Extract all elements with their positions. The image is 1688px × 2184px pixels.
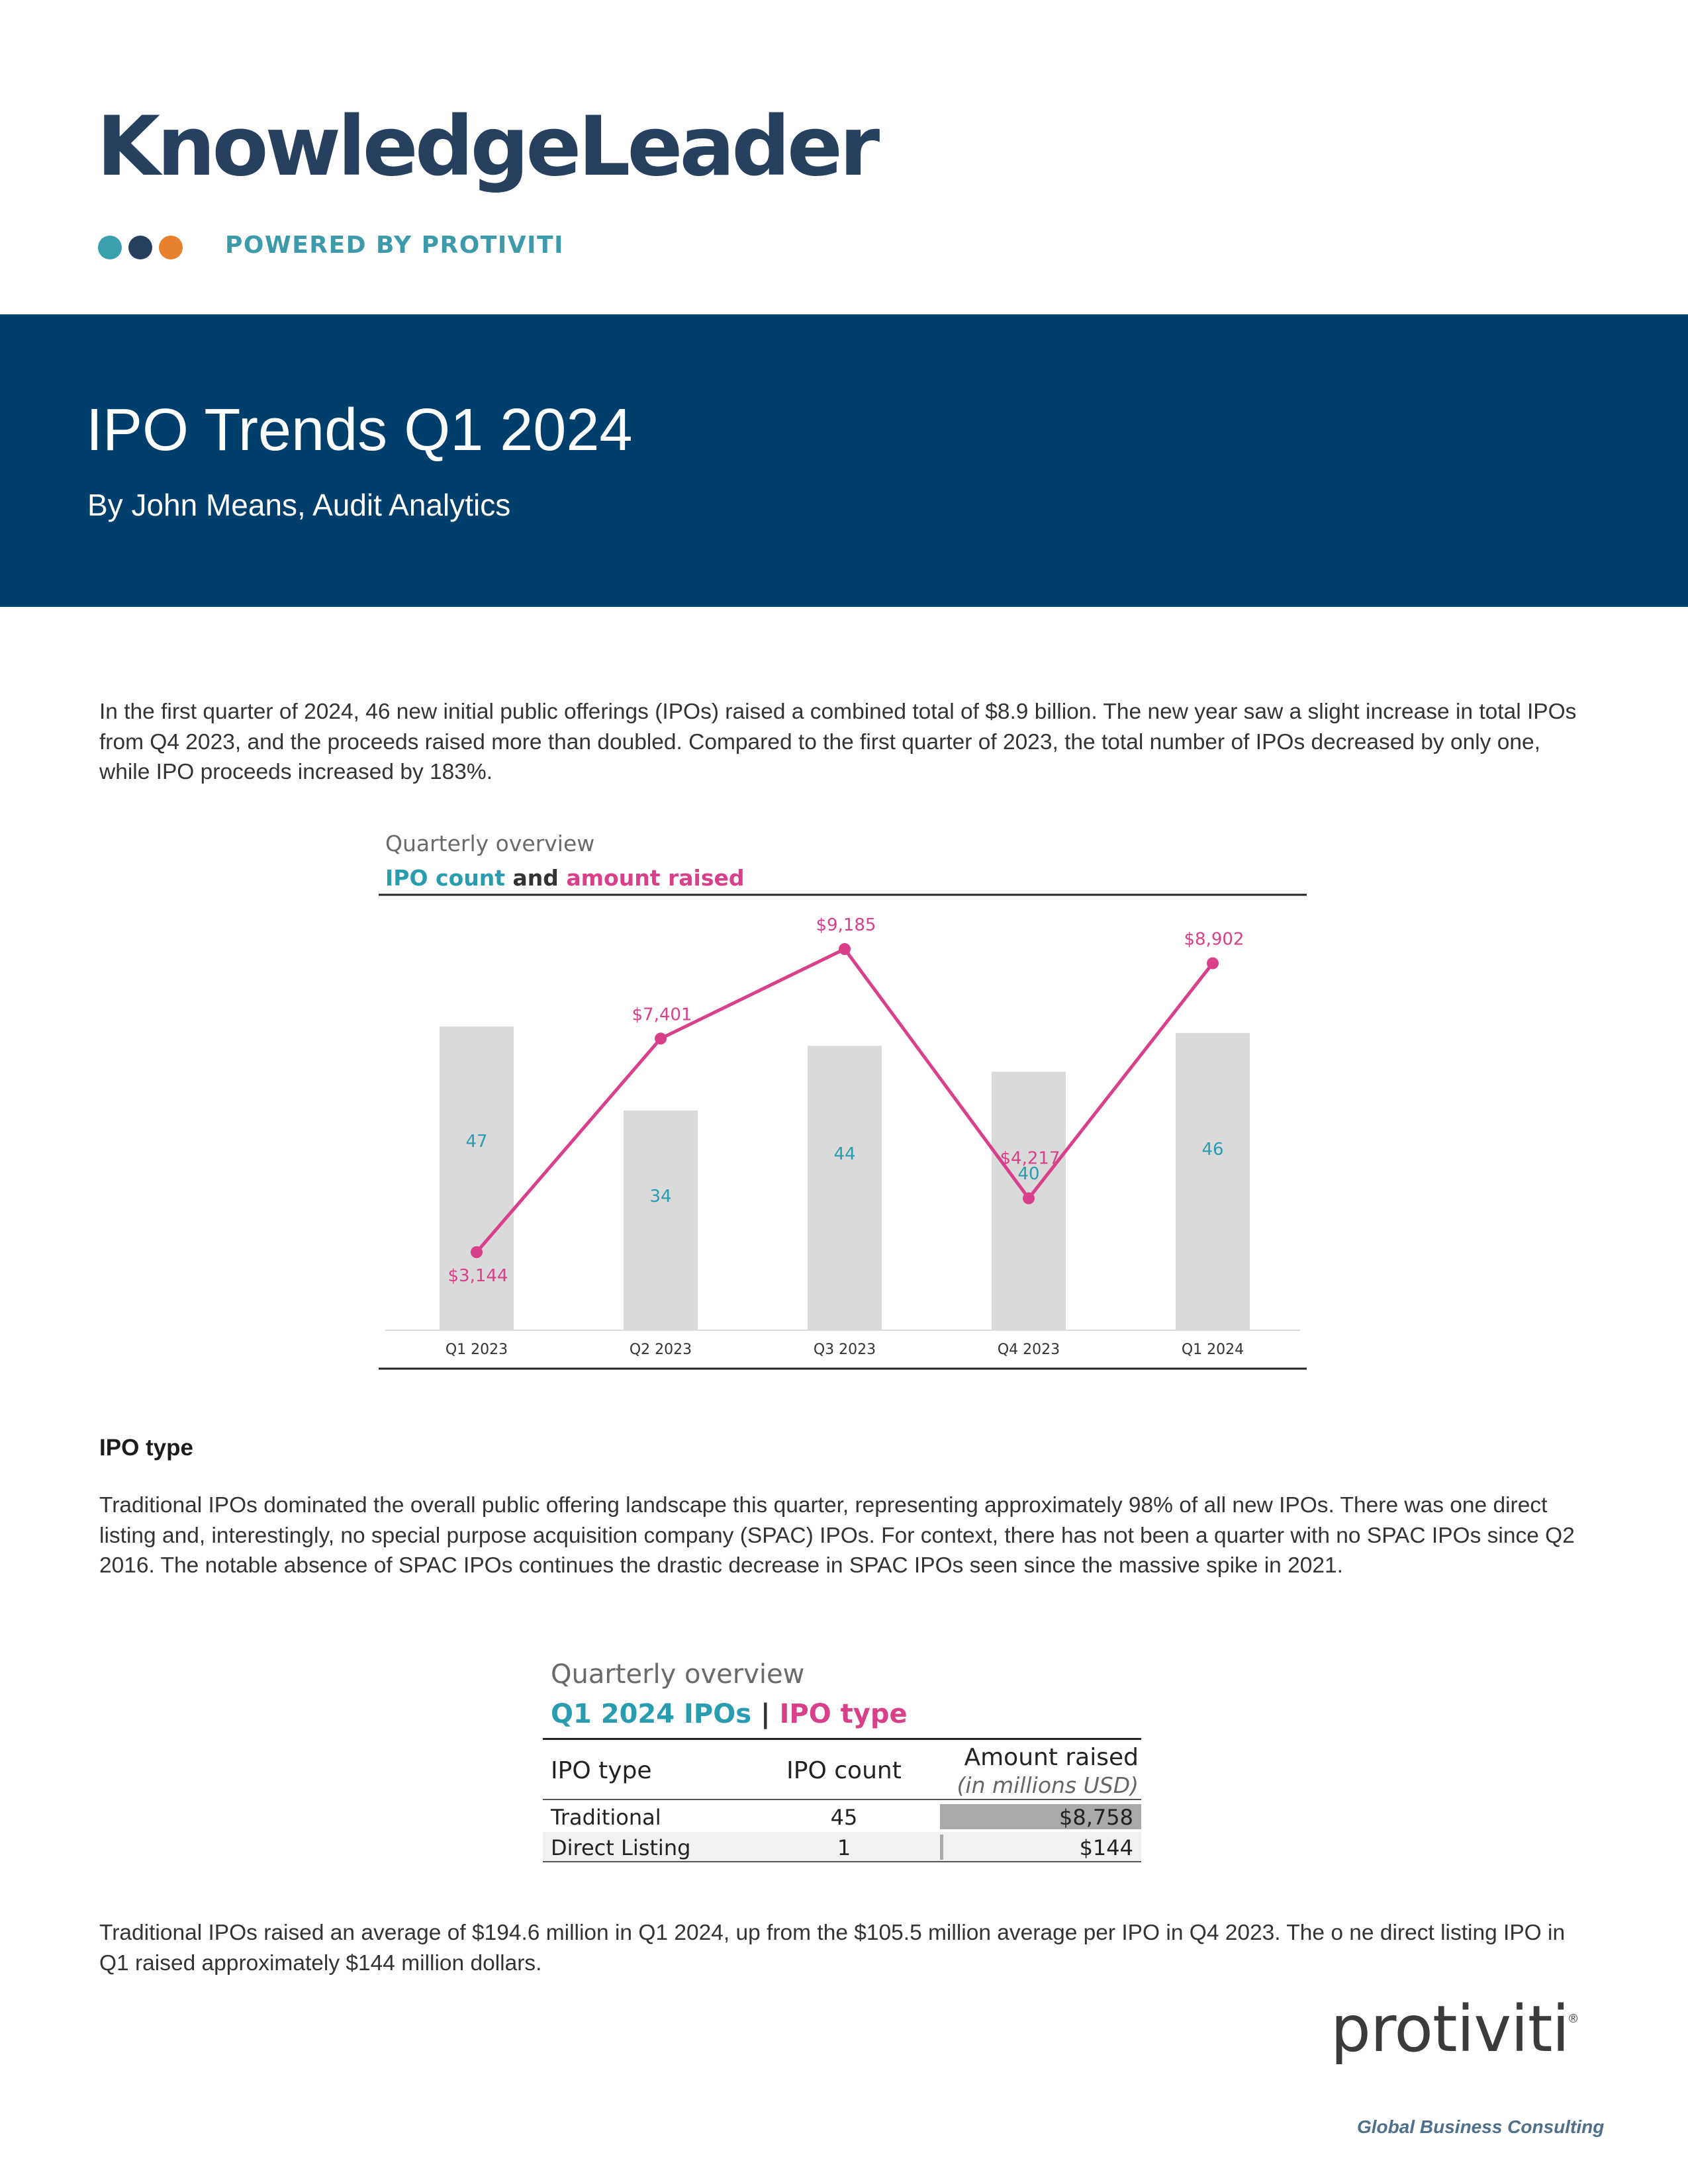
knowledgeleader-logo: KnowledgeLeader bbox=[97, 99, 880, 195]
table-subtitle-sep: | bbox=[760, 1699, 771, 1729]
amount-label: $4,217 bbox=[1000, 1149, 1060, 1169]
table-subtitle-a: Q1 2024 IPOs bbox=[551, 1699, 752, 1729]
amount-label: $3,144 bbox=[448, 1266, 508, 1286]
amount-point bbox=[1023, 1192, 1035, 1205]
amount-point bbox=[471, 1246, 483, 1258]
category-label: Q1 2023 bbox=[445, 1342, 508, 1358]
chart-title: Quarterly overview bbox=[385, 831, 595, 856]
row-count: 45 bbox=[830, 1805, 858, 1830]
header-amount-units: (in millions USD) bbox=[957, 1772, 1139, 1798]
amount-bar bbox=[940, 1835, 943, 1860]
quarterly-overview-chart: Quarterly overview IPO count and amount … bbox=[379, 833, 1307, 1371]
table-title: Quarterly overview bbox=[551, 1659, 805, 1690]
count-label: 47 bbox=[465, 1132, 487, 1152]
amount-point bbox=[1207, 957, 1219, 970]
header-ipo-count: IPO count bbox=[786, 1757, 902, 1784]
category-label: Q1 2024 bbox=[1182, 1342, 1244, 1358]
table-header-rule bbox=[543, 1799, 1141, 1800]
page-title: IPO Trends Q1 2024 bbox=[86, 397, 633, 463]
table-subtitle: Q1 2024 IPOs | IPO type bbox=[551, 1701, 908, 1727]
amount-bar bbox=[940, 1804, 1141, 1829]
ipo-type-paragraph: Traditional IPOs dominated the overall p… bbox=[99, 1493, 1575, 1578]
count-bar bbox=[440, 1026, 514, 1330]
category-label: Q2 2023 bbox=[630, 1342, 692, 1358]
count-bar bbox=[624, 1110, 698, 1330]
category-label: Q3 2023 bbox=[814, 1342, 876, 1358]
table-row bbox=[543, 1832, 1141, 1861]
amount-point bbox=[839, 943, 851, 955]
chart-subtitle-count: IPO count bbox=[385, 865, 506, 891]
count-label: 46 bbox=[1201, 1140, 1223, 1160]
row-amount: $8,758 bbox=[1059, 1805, 1133, 1830]
row-type: Direct Listing bbox=[551, 1835, 691, 1860]
count-label: 34 bbox=[649, 1187, 671, 1206]
protiviti-tagline: Global Business Consulting bbox=[1357, 2116, 1605, 2137]
amount-label: $8,902 bbox=[1184, 929, 1244, 949]
amount-label: $7,401 bbox=[632, 1005, 692, 1024]
table-bottom-rule bbox=[543, 1861, 1141, 1862]
protiviti-logo: protiviti bbox=[1331, 1992, 1570, 2066]
amount-label: $9,185 bbox=[816, 915, 876, 935]
section-heading-ipo-type: IPO type bbox=[99, 1435, 193, 1461]
amount-point bbox=[655, 1032, 667, 1045]
chart-subtitle-and: and bbox=[512, 865, 559, 891]
chart-subtitle-amount: amount raised bbox=[566, 865, 745, 891]
count-label: 44 bbox=[833, 1144, 855, 1164]
chart-plot: 47 34 44 40 46 $3,144 $7,401 $9,185 $4,217 $8,902… bbox=[379, 893, 1307, 1370]
registered-mark: ® bbox=[1569, 2012, 1578, 2025]
row-amount: $144 bbox=[1079, 1835, 1133, 1860]
header-ipo-type: IPO type bbox=[551, 1757, 652, 1784]
closing-paragraph: Traditional IPOs raised an average of $1… bbox=[99, 1921, 1566, 1976]
row-count: 1 bbox=[837, 1835, 851, 1860]
header-amount-raised: Amount raised bbox=[964, 1744, 1139, 1771]
row-type: Traditional bbox=[551, 1805, 661, 1830]
table-top-rule bbox=[543, 1738, 1141, 1740]
category-label: Q4 2023 bbox=[998, 1342, 1060, 1358]
ipo-type-table: Quarterly overview Q1 2024 IPOs | IPO ty… bbox=[543, 1660, 1147, 1865]
logo-tagline: POWERED BY PROTIVITI bbox=[225, 232, 564, 259]
title-banner: IPO Trends Q1 2024 By John Means, Audit … bbox=[0, 314, 1688, 607]
byline: By John Means, Audit Analytics bbox=[87, 488, 511, 522]
table-subtitle-b: IPO type bbox=[779, 1699, 908, 1729]
count-label: 40 bbox=[1017, 1164, 1039, 1184]
count-bar bbox=[1176, 1032, 1250, 1330]
chart-subtitle: IPO count and amount raised bbox=[385, 867, 744, 889]
intro-paragraph: In the first quarter of 2024, 46 new ini… bbox=[99, 700, 1577, 784]
count-bar bbox=[808, 1046, 882, 1330]
